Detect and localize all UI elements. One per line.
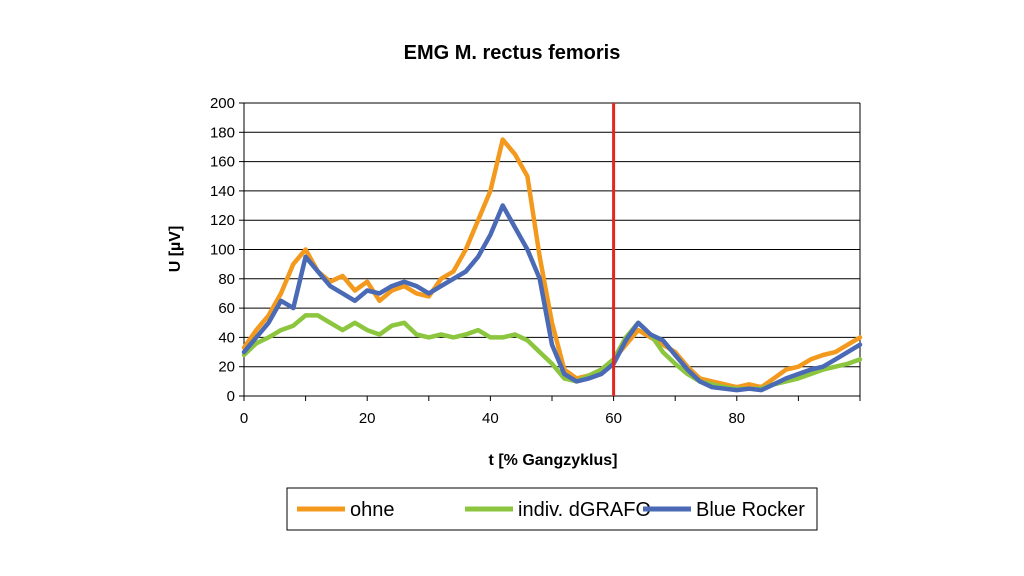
- y-tick-label: 20: [218, 359, 235, 376]
- y-tick-label: 60: [218, 300, 235, 317]
- axes: [239, 102, 861, 401]
- x-tick-label: 40: [482, 410, 499, 427]
- x-axis-label: t [% Gangzyklus]: [489, 452, 618, 469]
- y-tick-label: 80: [218, 271, 235, 288]
- legend-label-1: ohne: [350, 499, 395, 521]
- legend-label-2: indiv. dGRAFO: [518, 499, 651, 521]
- series-lines: [241, 137, 863, 393]
- legend-box: [286, 487, 818, 531]
- x-tick-label: 80: [728, 410, 745, 427]
- y-tick-label: 100: [210, 242, 235, 259]
- y-tick-label: 140: [210, 183, 235, 200]
- legend-label-3: Blue Rocker: [696, 499, 805, 521]
- y-tick-label: 120: [210, 212, 235, 229]
- x-tick-label: 60: [605, 410, 622, 427]
- y-tick-label: 40: [218, 329, 235, 346]
- y-tick-label: 160: [210, 154, 235, 171]
- tick-labels: 0 20 40 60 80 100 120 140 160 180 200 0 20 40 60 80: [210, 95, 745, 427]
- x-tick-label: 20: [359, 410, 376, 427]
- y-tick-label: 200: [210, 95, 235, 112]
- y-tick-label: 0: [227, 388, 235, 405]
- legend: ohne indiv. dGRAFO Blue Rocker: [286, 487, 818, 531]
- series-line-3: [241, 203, 863, 393]
- x-tick-label: 0: [240, 410, 248, 427]
- y-tick-label: 180: [210, 124, 235, 141]
- series-line-1: [241, 137, 863, 390]
- chart-title: EMG M. rectus femoris: [404, 42, 621, 64]
- y-axis-label: U [µV]: [167, 226, 184, 273]
